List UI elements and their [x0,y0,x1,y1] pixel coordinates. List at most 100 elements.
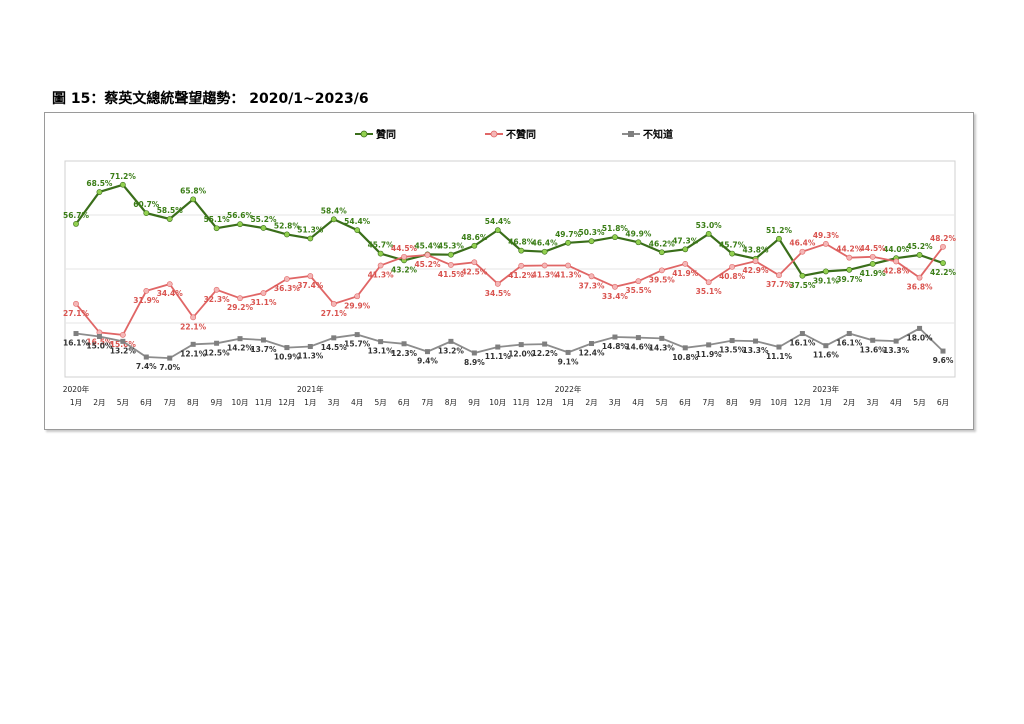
data-label: 13.3% [743,346,770,355]
data-point [776,272,782,279]
data-point [635,335,641,341]
data-label: 45.7% [719,241,746,250]
x-tick-label: 3月 [867,398,879,407]
data-point [729,263,736,270]
data-label: 42.5% [461,267,488,276]
x-tick-label: 5月 [656,398,668,407]
data-label: 44.5% [391,244,418,253]
x-tick-label: 8月 [187,398,199,407]
x-tick-label: 9月 [749,398,761,407]
data-point [612,334,618,340]
data-point [283,276,290,282]
data-label: 16.1% [789,339,816,348]
data-point [589,341,595,347]
data-label: 54.4% [485,217,512,226]
series-line [75,183,944,278]
data-point [940,260,946,266]
data-point [119,181,126,188]
data-point [378,339,384,345]
x-tick-label: 5月 [117,398,129,407]
data-point [518,342,524,348]
data-point [143,287,150,294]
data-label: 35.1% [696,287,723,296]
data-label: 51.2% [766,226,793,235]
data-label: 46.8% [508,238,535,247]
data-label: 41.3% [368,270,395,279]
data-label: 39.1% [813,276,840,285]
data-point [260,290,267,296]
data-label: 44.5% [860,244,887,253]
data-point [354,332,360,338]
data-point [190,341,196,347]
data-label: 49.7% [555,230,582,239]
data-point [354,227,361,234]
x-tick-label: 5月 [374,398,386,407]
data-label: 47.3% [672,236,699,245]
x-tick-label: 4月 [632,398,644,407]
data-point [401,341,407,347]
data-point [705,279,712,286]
data-point [916,274,923,281]
data-label: 46.4% [789,239,816,248]
data-point [612,283,618,290]
data-label: 13.6% [860,345,887,354]
data-label: 36.8% [907,283,934,292]
data-label: 18.0% [907,333,934,342]
data-point [635,278,642,285]
data-label: 27.1% [63,309,90,318]
data-label: 16.1% [836,339,863,348]
data-point [166,216,173,222]
data-label: 60.7% [133,200,160,209]
data-label: 58.4% [321,206,348,215]
data-label: 14.6% [625,343,652,352]
legend-marker [628,131,634,137]
x-tick-label: 4月 [351,398,363,407]
data-point [799,248,806,255]
data-label: 48.2% [930,234,957,243]
data-label: 45.2% [907,242,934,251]
data-label: 11.1% [766,352,793,361]
data-point [73,221,79,227]
data-label: 37.4% [297,281,324,290]
data-label: 7.0% [159,363,180,372]
data-point [846,266,853,273]
data-point [799,272,806,279]
x-tick-label: 3月 [328,398,340,407]
data-label: 29.9% [344,301,371,310]
data-label: 42.8% [883,266,910,275]
data-label: 56.7% [63,211,90,220]
data-label: 55.2% [250,215,277,224]
data-point [635,239,642,246]
data-label: 46.4% [532,239,559,248]
data-label: 11.6% [813,351,840,360]
data-point [518,262,525,269]
data-label: 14.5% [321,343,348,352]
data-point [143,354,149,360]
data-label: 35.5% [625,286,652,295]
data-label: 13.1% [368,347,395,356]
data-label: 34.5% [485,289,512,298]
data-point [471,259,478,266]
plot-area: 56.7% 68.5%71.2% 60.7%58.5% 65.8% 55.1%56.6%… [63,160,957,378]
data-label: 16.1% [63,339,90,348]
data-label: 41.5% [438,270,465,279]
data-label: 36.3% [274,284,301,293]
data-point [494,280,501,287]
legend-marker [360,130,368,138]
data-point [401,253,407,260]
data-point [307,235,314,242]
data-point [729,338,735,344]
data-point [705,231,712,237]
data-label: 51.8% [602,224,629,233]
data-label: 44.0% [883,245,910,254]
data-label: 29.2% [227,303,254,312]
data-point [331,335,337,341]
legend-marker [490,130,498,138]
data-point [237,336,243,342]
x-tick-label: 7月 [421,398,433,407]
data-label: 13.2% [438,346,465,355]
data-label: 31.9% [133,296,160,305]
data-point [166,281,173,288]
data-label: 31.1% [250,298,277,307]
data-label: 13.2% [110,346,137,355]
